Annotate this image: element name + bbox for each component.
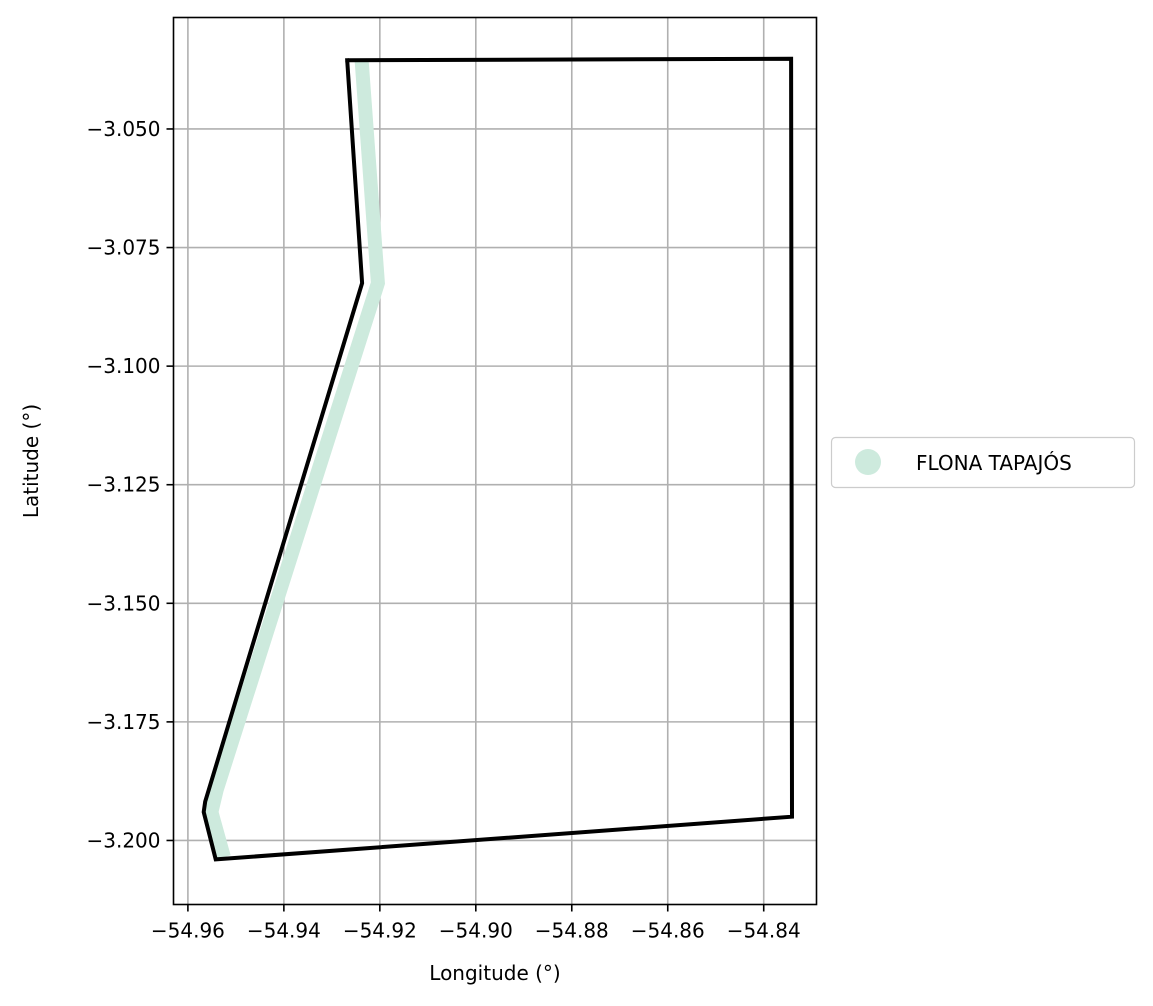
y-tick-label: −3.125	[86, 473, 160, 497]
legend-box	[830, 436, 1136, 489]
y-axis-label: Latitude (°)	[19, 404, 43, 518]
legend-label: FLONA TAPAJÓS	[916, 451, 1072, 475]
x-tick-label: −54.94	[247, 919, 321, 943]
x-tick-label: −54.96	[151, 919, 225, 943]
y-tick-label: −3.175	[86, 710, 160, 734]
y-tick-label: −3.075	[86, 236, 160, 260]
tick-layer: −54.96 −54.94 −54.92 −54.90 −54.88 −54.86 −54.…	[86, 117, 800, 943]
x-axis-label: Longitude (°)	[429, 961, 560, 985]
x-tick-label: −54.92	[343, 919, 417, 943]
data-layer	[201, 56, 795, 862]
legend-marker	[855, 449, 881, 475]
x-tick-label: −54.84	[727, 919, 801, 943]
x-tick-label: −54.90	[439, 919, 513, 943]
legend: FLONA TAPAJÓS	[830, 436, 1136, 489]
boundary-outline	[201, 56, 795, 862]
y-tick-label: −3.150	[86, 591, 160, 615]
y-tick-label: −3.100	[86, 354, 160, 378]
grid-layer	[173, 17, 817, 905]
x-tick-label: −54.88	[535, 919, 609, 943]
x-tick-label: −54.86	[631, 919, 705, 943]
plot-frame	[172, 16, 818, 906]
y-tick-label: −3.200	[86, 828, 160, 852]
y-tick-label: −3.050	[86, 117, 160, 141]
flona-tapajos-line	[204, 59, 385, 859]
